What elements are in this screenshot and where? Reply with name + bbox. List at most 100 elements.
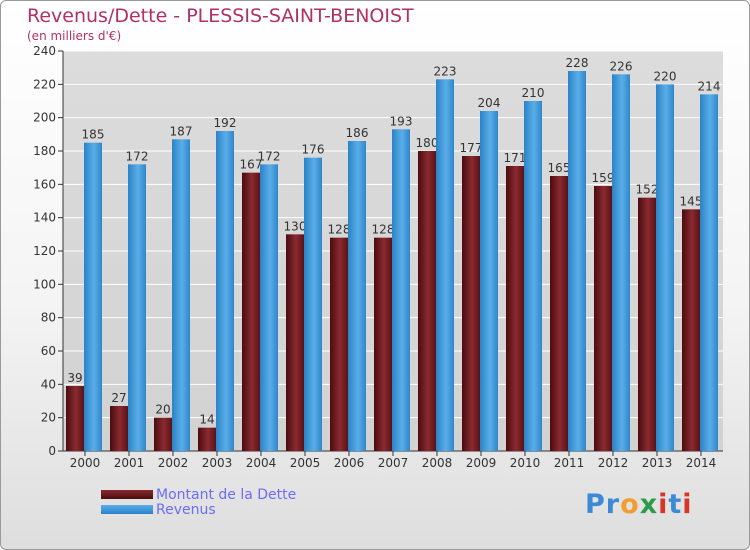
data-label-debt: 165 (548, 161, 571, 175)
data-label-revenue: 226 (610, 59, 633, 73)
data-label-revenue: 185 (82, 128, 105, 142)
data-label-debt: 177 (460, 141, 483, 155)
legend-swatch-revenue (101, 505, 153, 514)
y-tick-label: 200 (33, 111, 56, 125)
y-tick-label: 80 (41, 311, 56, 325)
legend-label-revenue: Revenus (156, 501, 216, 518)
data-label-revenue: 210 (522, 86, 545, 100)
logo-letter: x (639, 489, 659, 520)
data-label-debt: 130 (284, 219, 307, 233)
data-label-debt: 152 (636, 183, 659, 197)
y-tick-label: 240 (33, 44, 56, 58)
data-label-revenue: 187 (170, 124, 193, 138)
bar-debt (66, 386, 84, 451)
y-tick-label: 40 (41, 377, 56, 391)
bar-revenue (392, 129, 410, 452)
logo-letter: i (658, 489, 669, 520)
data-label-debt: 39 (67, 371, 82, 385)
data-label-debt: 128 (328, 223, 351, 237)
x-tick-label: 2009 (466, 456, 497, 470)
chart-subtitle: (en milliers d'€) (27, 29, 122, 43)
y-tick-label: 160 (33, 177, 56, 191)
x-tick-label: 2014 (686, 456, 717, 470)
bar-revenue (700, 94, 718, 451)
logo-letter: o (620, 489, 640, 520)
bar-revenue (260, 164, 278, 452)
x-tick-label: 2011 (554, 456, 585, 470)
y-tick-label: 60 (41, 344, 56, 358)
data-label-debt: 20 (155, 403, 170, 417)
bar-debt (506, 166, 524, 451)
y-tick-label: 140 (33, 211, 56, 225)
y-tick-label: 100 (33, 277, 56, 291)
x-tick-label: 2008 (422, 456, 453, 470)
x-tick-label: 2006 (334, 456, 365, 470)
legend-swatch-debt (101, 490, 153, 499)
y-tick-label: 180 (33, 144, 56, 158)
legend: Montant de la Dette Revenus (101, 486, 297, 518)
bar-debt (330, 237, 348, 451)
bar-revenue (172, 139, 190, 452)
data-label-revenue: 223 (434, 64, 457, 78)
data-label-revenue: 176 (302, 143, 325, 157)
logo-letter: r (605, 489, 621, 520)
data-label-debt: 128 (372, 223, 395, 237)
bar-revenue (656, 84, 674, 451)
data-label-debt: 14 (199, 413, 214, 427)
x-tick-label: 2003 (202, 456, 233, 470)
bar-debt (154, 417, 172, 451)
data-label-revenue: 204 (478, 96, 501, 110)
x-tick-label: 2007 (378, 456, 409, 470)
bar-revenue (304, 157, 322, 451)
bar-debt (198, 427, 216, 451)
bar-revenue (612, 74, 630, 451)
data-label-revenue: 193 (390, 114, 413, 128)
x-tick-label: 2001 (114, 456, 145, 470)
x-tick-label: 2000 (70, 456, 101, 470)
x-tick-label: 2012 (598, 456, 629, 470)
x-tick-label: 2010 (510, 456, 541, 470)
data-label-debt: 171 (504, 151, 527, 165)
bar-revenue (128, 164, 146, 452)
legend-label-debt: Montant de la Dette (156, 486, 297, 503)
data-label-revenue: 220 (654, 69, 677, 83)
data-label-revenue: 172 (258, 149, 281, 163)
data-label-revenue: 192 (214, 116, 237, 130)
chart-title: Revenus/Dette - PLESSIS-SAINT-BENOIST (27, 5, 414, 27)
data-label-debt: 27 (111, 391, 126, 405)
bar-debt (374, 237, 392, 451)
x-tick-label: 2005 (290, 456, 321, 470)
x-tick-label: 2013 (642, 456, 673, 470)
data-label-revenue: 172 (126, 149, 149, 163)
legend-item-debt: Montant de la Dette (101, 486, 297, 503)
x-tick-label: 2004 (246, 456, 277, 470)
data-label-revenue: 186 (346, 126, 369, 140)
data-label-debt: 167 (240, 158, 263, 172)
y-tick-label: 220 (33, 77, 56, 91)
bar-revenue (480, 111, 498, 451)
y-tick-label: 120 (33, 244, 56, 258)
bar-revenue (524, 101, 542, 451)
data-label-debt: 145 (680, 194, 703, 208)
bar-revenue (216, 131, 234, 451)
bar-debt (286, 234, 304, 451)
bar-revenue (568, 71, 586, 451)
bar-debt (638, 197, 656, 451)
bar-debt (462, 156, 480, 451)
logo-letter: t (668, 489, 683, 520)
bar-debt (682, 209, 700, 451)
bar-revenue (84, 142, 102, 451)
data-label-revenue: 228 (566, 56, 589, 70)
bar-revenue (436, 79, 454, 451)
legend-item-revenue: Revenus (101, 501, 296, 518)
bar-debt (594, 186, 612, 451)
bar-debt (418, 151, 436, 451)
x-tick-label: 2002 (158, 456, 189, 470)
logo-letter: i (682, 489, 693, 520)
data-label-debt: 159 (592, 171, 615, 185)
bar-debt (110, 406, 128, 451)
data-label-revenue: 214 (698, 79, 721, 93)
bar-debt (242, 172, 260, 451)
